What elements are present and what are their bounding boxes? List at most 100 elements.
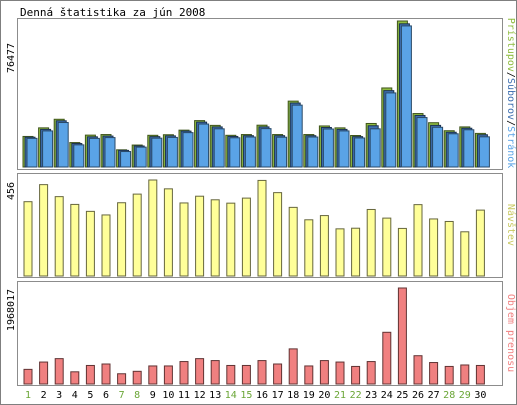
- panel-visits-frame: [17, 173, 503, 278]
- bar-visits-day-13: [210, 199, 220, 277]
- bar-visits-day-6: [101, 214, 111, 277]
- x-tick-day-10: 10: [162, 390, 174, 401]
- bars-hits: [22, 20, 490, 168]
- legend-traffic: Objem prenosu: [505, 294, 516, 372]
- bar-stránok-day-14: [229, 137, 241, 168]
- ymax-label-visits: 456: [6, 182, 17, 200]
- bar-visits-day-4: [70, 203, 80, 277]
- bars-visits: [23, 179, 485, 277]
- bar-visits-day-16: [257, 179, 267, 277]
- bar-traffic-day-10: [163, 365, 173, 385]
- x-tick-day-30: 30: [474, 390, 486, 401]
- legend-hits: Prístupov/Súborov/Stránok: [505, 18, 517, 169]
- bar-stránok-day-7: [120, 151, 132, 168]
- bar-stránok-day-21: [338, 130, 350, 168]
- bar-traffic-day-3: [54, 358, 64, 385]
- x-tick-day-1: 1: [25, 390, 31, 401]
- bar-stránok-day-27: [432, 126, 444, 168]
- bar-visits-day-22: [351, 227, 361, 277]
- legend-separator: /: [505, 120, 516, 126]
- bar-stránok-day-30: [478, 136, 490, 168]
- x-tick-day-5: 5: [87, 390, 93, 401]
- bar-traffic-day-13: [210, 360, 220, 385]
- bar-stránok-day-23: [369, 128, 381, 168]
- bar-visits-day-29: [460, 231, 470, 277]
- bar-traffic-day-16: [257, 360, 267, 385]
- bar-visits-day-10: [163, 188, 173, 277]
- bar-traffic-day-28: [444, 365, 454, 385]
- x-tick-day-23: 23: [365, 390, 377, 401]
- bar-traffic-day-6: [101, 363, 111, 385]
- panel-hits: 76477 Prístupov/Súborov/Stránok: [6, 18, 517, 170]
- legend-separator: /: [505, 72, 516, 78]
- x-tick-day-15: 15: [240, 390, 252, 401]
- x-axis-day-labels: 1 2 3 4 5 6 7 8 9 10 11 12 13 14 15 16 17 18 19 20 21 22 23 24 2…: [25, 390, 486, 401]
- bar-traffic-day-9: [148, 365, 158, 385]
- bar-traffic-day-30: [475, 364, 485, 385]
- bar-traffic-day-4: [70, 371, 80, 385]
- bar-stránok-day-25: [400, 25, 412, 168]
- bar-visits-day-2: [39, 184, 49, 277]
- bar-stránok-day-20: [322, 128, 334, 168]
- bar-stránok-day-15: [244, 136, 256, 168]
- bar-traffic-day-7: [117, 373, 127, 385]
- bar-visits-day-11: [179, 202, 189, 277]
- legend-súborov: Súborov: [505, 78, 517, 120]
- bar-traffic-day-8: [132, 370, 142, 385]
- x-tick-day-24: 24: [381, 390, 393, 401]
- bar-stránok-day-26: [416, 117, 428, 168]
- x-tick-day-9: 9: [150, 390, 156, 401]
- bar-traffic-day-24: [382, 331, 392, 385]
- bar-visits-day-18: [288, 206, 298, 277]
- x-tick-day-6: 6: [103, 390, 109, 401]
- bar-visits-day-3: [54, 196, 64, 277]
- bar-stránok-day-16: [260, 128, 272, 168]
- x-tick-day-27: 27: [428, 390, 440, 401]
- x-tick-day-29: 29: [459, 390, 471, 401]
- bars-traffic: [23, 287, 485, 385]
- x-tick-day-19: 19: [303, 390, 315, 401]
- bar-stránok-day-5: [88, 137, 100, 168]
- bar-stránok-day-18: [291, 104, 303, 168]
- bar-traffic-day-15: [241, 364, 251, 385]
- bar-stránok-day-9: [151, 137, 163, 168]
- bar-visits-day-23: [366, 208, 376, 277]
- bar-traffic-day-22: [351, 365, 361, 385]
- bar-stránok-day-3: [57, 122, 69, 168]
- x-tick-day-25: 25: [396, 390, 408, 401]
- bar-stránok-day-10: [166, 136, 178, 168]
- bar-stránok-day-4: [73, 144, 85, 168]
- bar-visits-day-5: [85, 210, 95, 277]
- x-tick-day-28: 28: [443, 390, 455, 401]
- bar-stránok-day-24: [385, 92, 397, 168]
- bar-visits-day-26: [413, 204, 423, 277]
- legend-visits: Návštev: [505, 204, 517, 246]
- bar-visits-day-17: [273, 192, 283, 277]
- bar-traffic-day-18: [288, 348, 298, 385]
- bar-stránok-day-6: [104, 137, 116, 168]
- legend-návštev: Návštev: [505, 204, 517, 246]
- x-tick-day-20: 20: [318, 390, 330, 401]
- x-tick-day-14: 14: [225, 390, 237, 401]
- bar-visits-day-14: [226, 202, 236, 277]
- x-tick-day-7: 7: [119, 390, 125, 401]
- bar-visits-day-24: [382, 217, 392, 277]
- bar-visits-day-28: [444, 220, 454, 277]
- x-tick-day-22: 22: [350, 390, 362, 401]
- bar-stránok-day-2: [42, 130, 54, 168]
- x-tick-day-21: 21: [334, 390, 346, 401]
- bar-stránok-day-1: [26, 137, 38, 168]
- bar-stránok-day-12: [198, 123, 210, 168]
- bar-visits-day-12: [195, 195, 205, 277]
- legend-prístupov: Prístupov: [505, 18, 517, 72]
- bar-visits-day-19: [304, 219, 314, 277]
- bar-visits-day-8: [132, 193, 142, 277]
- bar-traffic-day-12: [195, 358, 205, 385]
- bar-visits-day-9: [148, 179, 158, 277]
- chart-title: Denná štatistika za jún 2008: [20, 6, 205, 19]
- bar-stránok-day-8: [135, 146, 147, 168]
- bar-traffic-day-20: [319, 360, 329, 385]
- bar-traffic-day-29: [460, 364, 470, 385]
- bar-traffic-day-1: [23, 368, 33, 385]
- bar-traffic-day-17: [273, 363, 283, 385]
